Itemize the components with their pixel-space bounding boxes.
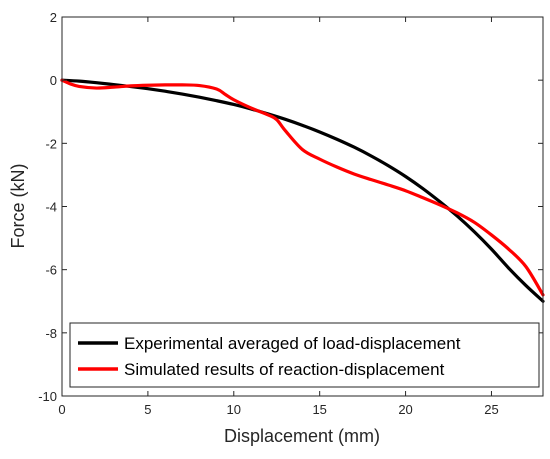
- y-tick-label: -6: [45, 263, 57, 278]
- series-line-simulated: [60, 78, 545, 297]
- legend-label-experimental: Experimental averaged of load-displaceme…: [124, 334, 461, 353]
- x-axis-label: Displacement (mm): [224, 426, 380, 446]
- y-tick-label: -2: [45, 136, 57, 151]
- x-tick-label: 10: [227, 402, 241, 417]
- legend-box: [69, 322, 540, 388]
- y-tick-label: 2: [50, 10, 57, 25]
- x-tick-label: 5: [144, 402, 151, 417]
- series-layer: [60, 78, 545, 303]
- legend-label-simulated: Simulated results of reaction-displaceme…: [124, 360, 445, 379]
- legend: Experimental averaged of load-displaceme…: [69, 322, 540, 388]
- y-tick-label: -10: [38, 389, 57, 404]
- y-tick-label: -8: [45, 326, 57, 341]
- x-tick-label: 0: [58, 402, 65, 417]
- y-tick-label: 0: [50, 73, 57, 88]
- series-line-experimental: [60, 78, 545, 303]
- y-axis-label: Force (kN): [8, 164, 28, 249]
- x-tick-label: 20: [398, 402, 412, 417]
- x-tick-label: 25: [484, 402, 498, 417]
- x-tick-label: 15: [312, 402, 326, 417]
- y-tick-label: -4: [45, 200, 57, 215]
